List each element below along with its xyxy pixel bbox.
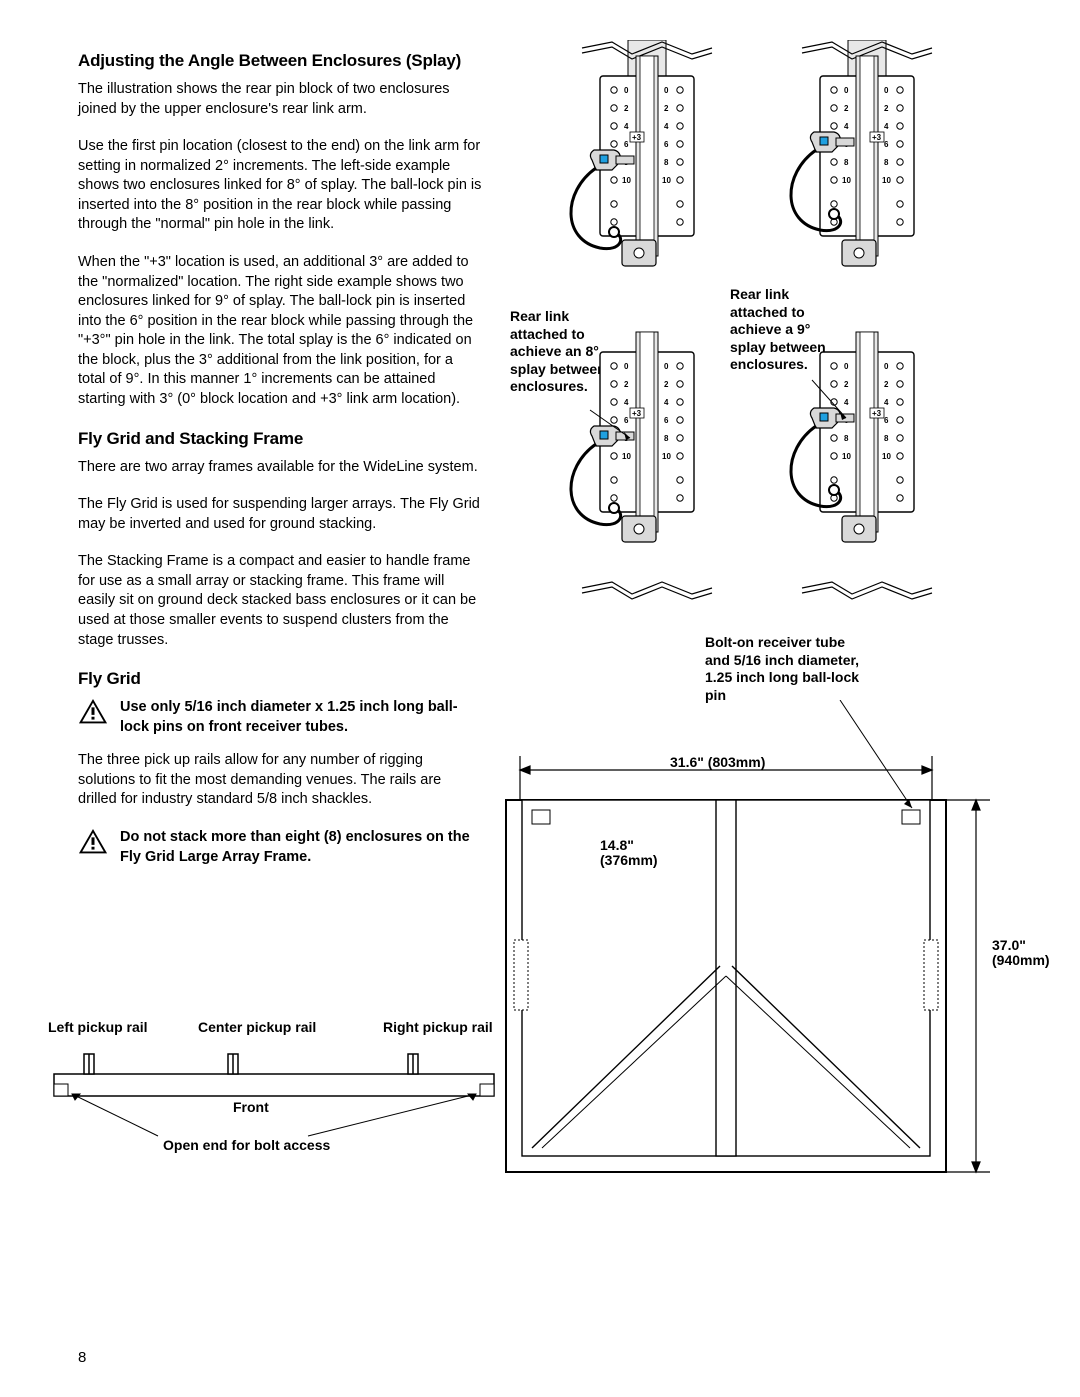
- dim-inner-width-a: 14.8": [600, 837, 634, 853]
- dim-inner-width-b: (376mm): [600, 852, 658, 868]
- label-right-rail: Right pickup rail: [383, 1018, 493, 1036]
- page-number: 8: [78, 1348, 86, 1368]
- fly-grid-plan: [480, 700, 1050, 1200]
- dim-height-a: 37.0": [992, 937, 1026, 953]
- pin-block-diagram: 00 22 44 66 88 1010: [500, 40, 1070, 620]
- warning-text: Use only 5/16 inch diameter x 1.25 inch …: [120, 698, 483, 737]
- para: The Stacking Frame is a compact and easi…: [78, 552, 483, 650]
- right-diagram-area: Rear link attached to achieve an 8° spla…: [500, 40, 1070, 1160]
- dim-outer-width: 31.6" (803mm): [670, 754, 765, 772]
- svg-text:+3: +3: [632, 409, 642, 418]
- para: When the "+3" location is used, an addit…: [78, 253, 483, 410]
- para: The illustration shows the rear pin bloc…: [78, 80, 483, 119]
- left-column: Adjusting the Angle Between Enclosures (…: [78, 50, 483, 881]
- svg-text:+3: +3: [872, 409, 882, 418]
- warning-icon: [78, 828, 108, 860]
- dim-height-b: (940mm): [992, 952, 1050, 968]
- warning-row: Use only 5/16 inch diameter x 1.25 inch …: [78, 698, 483, 737]
- warning-row: Do not stack more than eight (8) enclosu…: [78, 828, 483, 867]
- svg-text:+3: +3: [632, 133, 642, 142]
- label-open-end: Open end for bolt access: [163, 1136, 330, 1154]
- heading-splay: Adjusting the Angle Between Enclosures (…: [78, 50, 483, 72]
- heading-flygrid-stacking: Fly Grid and Stacking Frame: [78, 428, 483, 450]
- svg-text:+3: +3: [872, 133, 882, 142]
- callout-bolt: Bolt-on receiver tube and 5/16 inch diam…: [705, 634, 865, 704]
- warning-text: Do not stack more than eight (8) enclosu…: [120, 828, 483, 867]
- fly-grid-top-view: Left pickup rail Center pickup rail Righ…: [48, 1018, 503, 1174]
- warning-icon: [78, 698, 108, 730]
- label-left-rail: Left pickup rail: [48, 1018, 148, 1036]
- para: Use the first pin location (closest to t…: [78, 137, 483, 235]
- para: The Fly Grid is used for suspending larg…: [78, 495, 483, 534]
- label-front: Front: [233, 1098, 269, 1116]
- label-center-rail: Center pickup rail: [198, 1018, 316, 1036]
- para: There are two array frames available for…: [78, 458, 483, 478]
- heading-flygrid: Fly Grid: [78, 668, 483, 690]
- para: The three pick up rails allow for any nu…: [78, 751, 483, 810]
